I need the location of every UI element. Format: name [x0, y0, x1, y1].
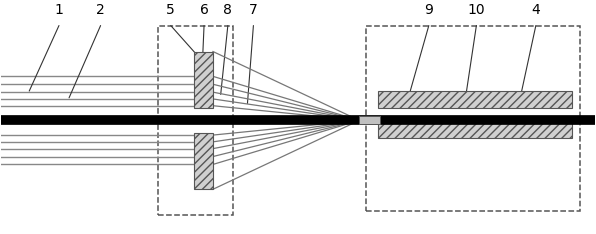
Text: 6: 6 — [200, 3, 209, 17]
Text: 7: 7 — [249, 3, 258, 17]
Text: 1: 1 — [54, 3, 63, 17]
Bar — [367, 26, 581, 211]
Bar — [359, 116, 380, 124]
Text: 2: 2 — [96, 3, 105, 17]
Text: 5: 5 — [166, 3, 175, 17]
Bar — [194, 133, 213, 189]
Bar — [378, 121, 572, 139]
Bar — [159, 26, 232, 215]
Text: 8: 8 — [224, 3, 232, 17]
Text: 4: 4 — [532, 3, 540, 17]
Text: 9: 9 — [424, 3, 433, 17]
Bar — [378, 91, 572, 108]
Text: 10: 10 — [468, 3, 485, 17]
Bar — [194, 51, 213, 108]
